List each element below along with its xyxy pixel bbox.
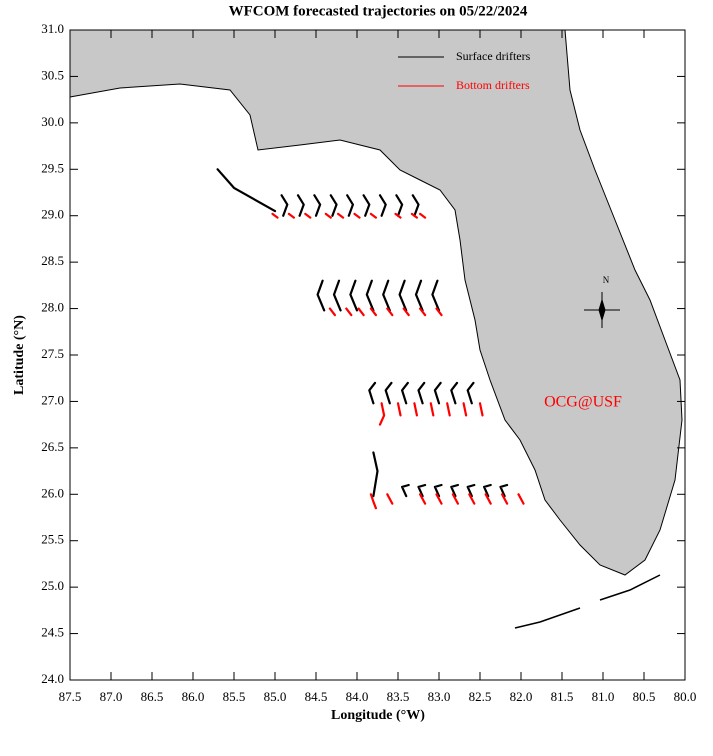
keys <box>514 574 661 629</box>
x-tick-label: 85.5 <box>223 689 246 704</box>
x-tick-label: 80.0 <box>674 689 697 704</box>
y-tick-label: 29.0 <box>41 207 64 222</box>
y-tick-label: 24.5 <box>41 625 64 640</box>
y-tick-label: 31.0 <box>41 21 64 36</box>
x-axis-label: Longitude (°W) <box>331 708 425 723</box>
y-tick-label: 29.5 <box>41 160 64 175</box>
y-tick-label: 28.0 <box>41 300 64 315</box>
x-tick-label: 83.0 <box>428 689 451 704</box>
land <box>69 29 683 576</box>
y-tick-label: 27.5 <box>41 346 64 361</box>
y-tick-label: 30.0 <box>41 114 64 129</box>
y-tick-label: 25.5 <box>41 532 64 547</box>
x-tick-label: 81.5 <box>551 689 574 704</box>
x-tick-label: 84.0 <box>346 689 369 704</box>
x-tick-label: 86.0 <box>182 689 205 704</box>
chart-title: WFCOM forecasted trajectories on 05/22/2… <box>229 3 528 19</box>
compass-label: N <box>603 275 610 285</box>
y-tick-label: 30.5 <box>41 67 64 82</box>
y-axis-label: Latitude (°N) <box>12 315 27 395</box>
x-tick-label: 82.5 <box>469 689 492 704</box>
x-tick-label: 82.0 <box>510 689 533 704</box>
y-tick-label: 25.0 <box>41 578 64 593</box>
x-tick-label: 86.5 <box>141 689 164 704</box>
trajectory <box>271 212 525 510</box>
x-tick-label: 85.0 <box>264 689 287 704</box>
x-tick-label: 87.0 <box>100 689 123 704</box>
x-tick-label: 80.5 <box>633 689 656 704</box>
x-tick-label: 87.5 <box>59 689 82 704</box>
x-tick-label: 83.5 <box>387 689 410 704</box>
legend-label: Surface drifters <box>456 49 531 63</box>
trajectory <box>216 168 509 498</box>
y-tick-label: 27.0 <box>41 392 64 407</box>
y-tick-label: 24.0 <box>41 671 64 686</box>
compass-star <box>598 298 606 322</box>
compass <box>584 292 620 328</box>
y-tick-label: 26.0 <box>41 485 64 500</box>
x-tick-label: 81.0 <box>592 689 615 704</box>
legend-label: Bottom drifters <box>456 78 530 92</box>
y-tick-label: 28.5 <box>41 253 64 268</box>
y-tick-label: 26.5 <box>41 439 64 454</box>
x-tick-label: 84.5 <box>305 689 328 704</box>
annotation: OCG@USF <box>544 394 622 411</box>
